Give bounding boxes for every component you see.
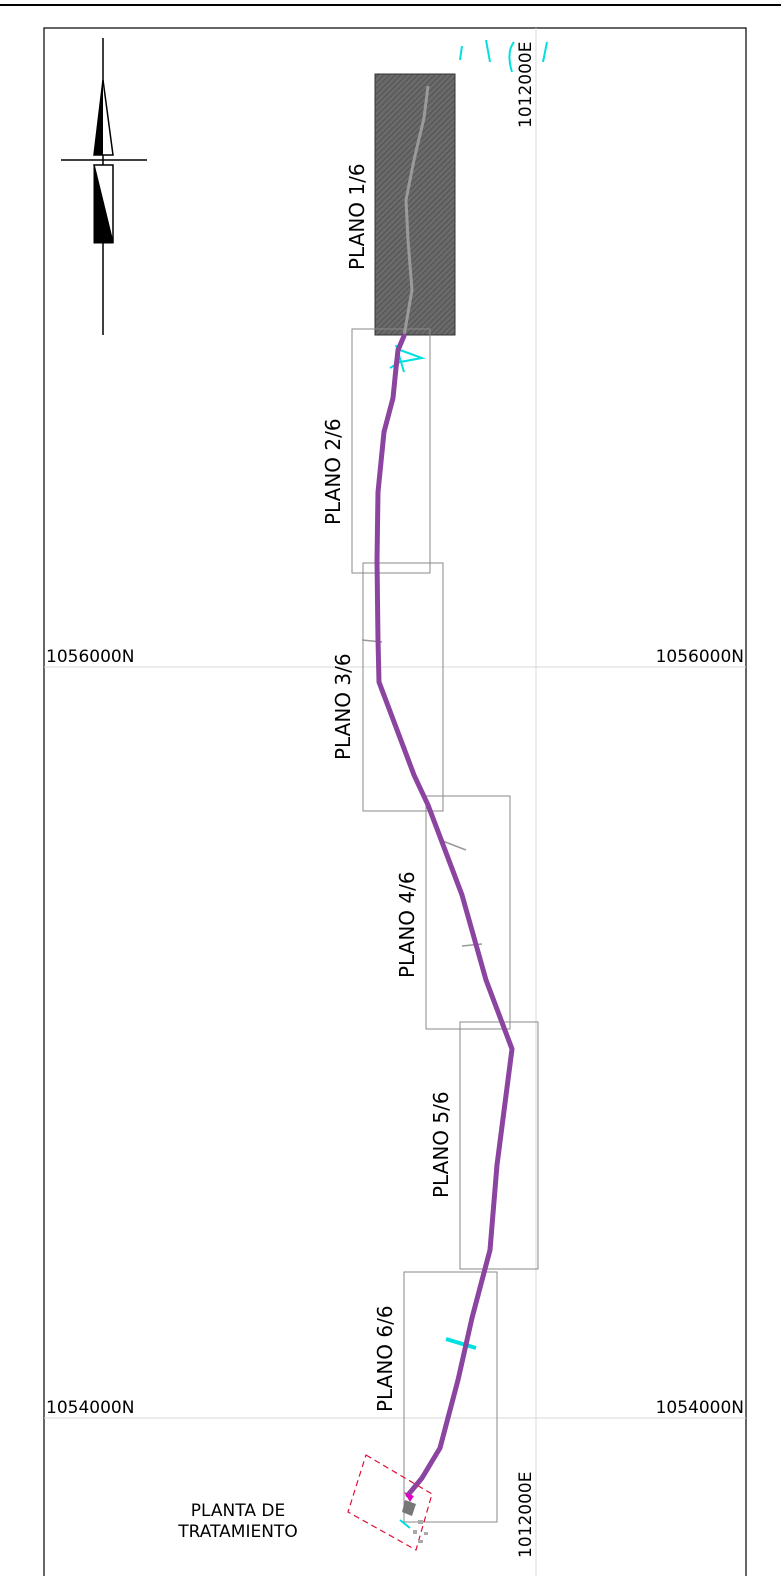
stream-marks [389, 39, 548, 1529]
northing-label: 1056000N [656, 647, 744, 667]
sheet-label-3: PLANO 3/6 [331, 653, 355, 760]
sheet-label-4: PLANO 4/6 [395, 871, 419, 978]
northing-label: 1054000N [46, 1398, 134, 1418]
sheet-frame-5 [459, 1021, 539, 1270]
easting-label: 1012000E [516, 1472, 536, 1558]
sheet-frame-4 [425, 795, 511, 1030]
easting-label: 1012000E [516, 42, 536, 128]
sheet-label-6: PLANO 6/6 [373, 1305, 397, 1412]
sheet-label-2: PLANO 2/6 [321, 418, 345, 525]
map-frame [43, 27, 747, 1576]
pipeline-route [374, 333, 515, 1498]
northing-label: 1056000N [46, 647, 134, 667]
sheet-frame-2 [351, 328, 431, 574]
treatment-plant [347, 1454, 433, 1551]
plant-label: TRATAMIENTO [177, 1522, 297, 1542]
plant-label: PLANTA DE [191, 1501, 285, 1521]
northing-label: 1054000N [656, 1398, 744, 1418]
pipeline-route-shaded [402, 85, 430, 337]
north-arrow-icon [61, 38, 147, 335]
sheet-frame-6 [403, 1271, 498, 1523]
sheet-frame-3 [362, 562, 444, 812]
sheet-label-1: PLANO 1/6 [345, 163, 369, 270]
sheet-label-5: PLANO 5/6 [429, 1091, 453, 1198]
sheet-frame-1 [374, 73, 456, 336]
